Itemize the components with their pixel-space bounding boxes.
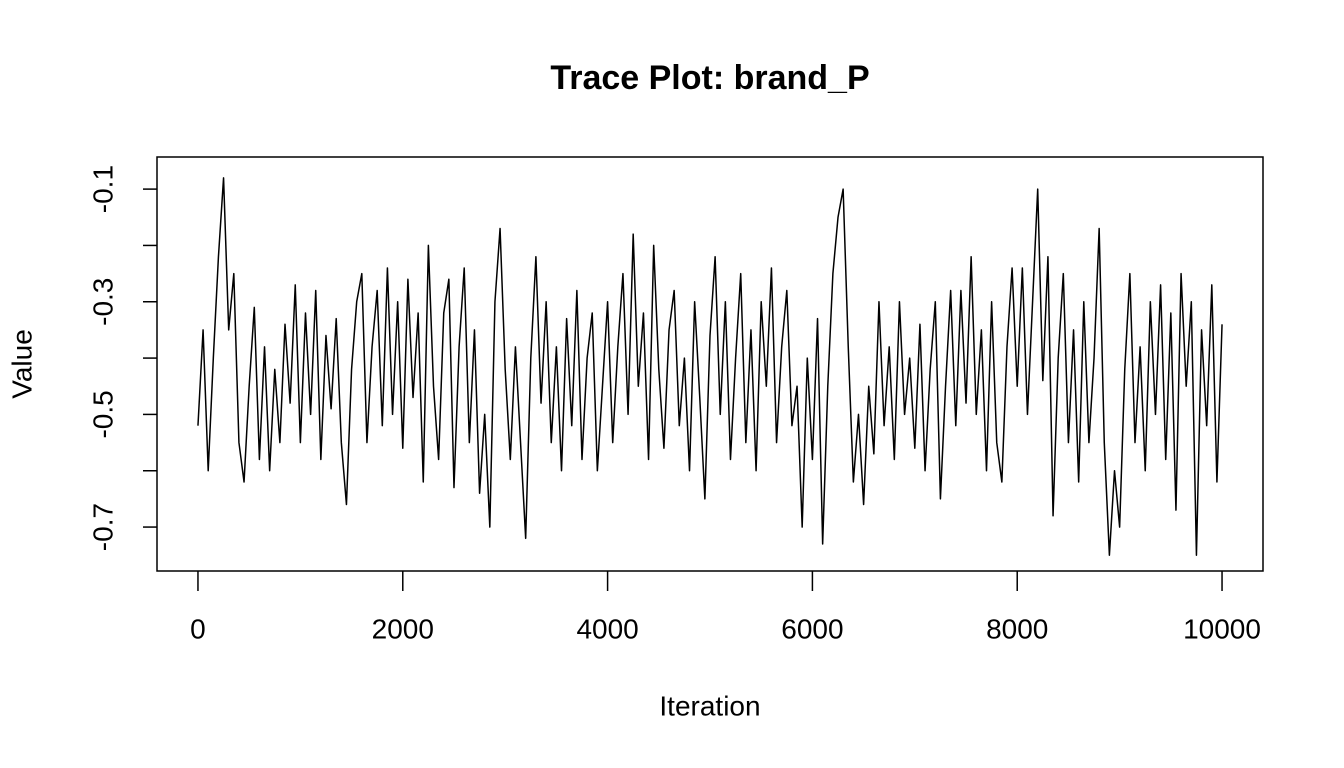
x-tick-label: 2000	[372, 613, 434, 644]
y-axis-label: Value	[6, 329, 37, 399]
y-tick-label: -0.1	[87, 165, 118, 213]
x-tick-label: 6000	[781, 613, 843, 644]
y-tick-label: -0.7	[87, 503, 118, 551]
x-axis-label: Iteration	[659, 690, 760, 721]
y-tick-label: -0.5	[87, 390, 118, 438]
x-tick-label: 8000	[986, 613, 1048, 644]
y-tick-label: -0.3	[87, 278, 118, 326]
x-tick-label: 4000	[576, 613, 638, 644]
trace-line	[197, 177, 1223, 556]
plot-frame	[156, 156, 1264, 572]
x-tick-label: 0	[190, 613, 206, 644]
chart-title: Trace Plot: brand_P	[550, 59, 869, 97]
x-tick-label: 10000	[1183, 613, 1261, 644]
